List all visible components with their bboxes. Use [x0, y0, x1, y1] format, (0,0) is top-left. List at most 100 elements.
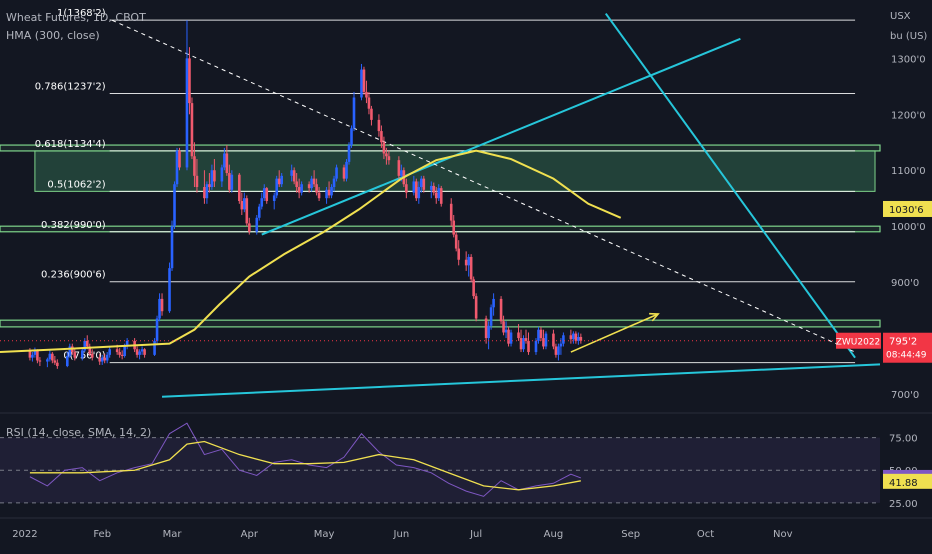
x-tick-label: Apr [241, 529, 259, 540]
zone-band [0, 144, 881, 152]
candle-body [48, 353, 52, 360]
candle [48, 350, 52, 362]
candle [173, 181, 176, 229]
candle [405, 178, 408, 199]
candle [307, 181, 311, 193]
candle-body [330, 187, 333, 196]
candle-body [115, 349, 119, 353]
candle [362, 66, 366, 95]
candle-body [280, 175, 283, 185]
candle-body [487, 325, 490, 339]
candle [317, 187, 321, 202]
candle-layer [28, 20, 583, 369]
candle [262, 184, 266, 202]
arrow-head [649, 312, 660, 322]
candle [542, 329, 545, 350]
candle [225, 145, 229, 176]
candle [108, 346, 111, 358]
candle-body [434, 192, 438, 199]
candle [452, 214, 456, 238]
candle-body [327, 189, 331, 196]
candle-body [135, 349, 139, 355]
candle [422, 175, 426, 193]
candle-body [524, 338, 528, 341]
candle-body [190, 103, 194, 157]
candle-body [352, 97, 356, 129]
rsi-indicator-label[interactable]: RSI (14, close, SMA, 14, 2) [6, 426, 151, 439]
candle [420, 175, 423, 193]
candle [247, 217, 251, 235]
candle [88, 343, 92, 356]
candle [135, 346, 139, 358]
candle-body [422, 178, 426, 190]
candle-body [170, 226, 174, 269]
candle-body [225, 153, 229, 174]
candle [120, 350, 124, 360]
candle-body [160, 298, 164, 312]
candle [367, 91, 371, 115]
candle-body [370, 108, 373, 120]
x-tick-label: Feb [93, 529, 111, 540]
candle-body [210, 170, 214, 188]
candle-body [437, 188, 441, 199]
candle-body [138, 351, 141, 355]
candle [100, 354, 104, 365]
candle [66, 352, 69, 368]
candle-body [405, 184, 408, 193]
candle [185, 20, 189, 171]
candle [350, 125, 353, 148]
candle-body [572, 333, 575, 340]
hma-price-badge [883, 200, 932, 217]
candle [280, 173, 283, 188]
hma-layer [0, 149, 880, 354]
candle-body [362, 69, 366, 92]
y-tick-label: 900'0 [891, 278, 919, 289]
candle [524, 329, 528, 344]
symbol-badge [836, 332, 881, 349]
candle [552, 329, 555, 350]
candle-body [347, 145, 351, 162]
candle-body [554, 346, 558, 355]
candle [385, 147, 388, 165]
candle [208, 173, 211, 193]
candle [277, 170, 281, 188]
fib-label: 0(756'0) [63, 351, 105, 362]
candle-body [46, 359, 49, 362]
candle [300, 181, 303, 196]
candle-body [342, 167, 346, 179]
candle-body [537, 329, 540, 341]
indicator-label[interactable]: HMA (300, close) [6, 29, 100, 42]
currency-label: USX [890, 11, 911, 22]
candle-body [412, 181, 416, 193]
x-tick-label: 2022 [12, 529, 37, 540]
hma-line [0, 149, 622, 354]
candle [464, 251, 468, 271]
candle [153, 338, 156, 356]
candle [335, 164, 338, 182]
candle [554, 343, 558, 358]
x-tick-label: Aug [544, 529, 564, 540]
candle [105, 352, 109, 364]
candle-body [31, 354, 34, 358]
symbol-title: Wheat Futures, 1D, CBOT [6, 11, 146, 24]
hma-price-text: 1030'6 [889, 205, 924, 216]
candle-body [223, 153, 226, 168]
candle-body [100, 357, 104, 362]
trendline [261, 37, 741, 236]
candle-body [230, 174, 234, 190]
candle [377, 114, 381, 137]
candle-body [297, 187, 301, 193]
candle [449, 198, 453, 227]
candle [574, 331, 578, 344]
candle [527, 332, 530, 355]
candle-body [178, 150, 181, 168]
candle [370, 105, 373, 126]
candle-body [68, 346, 72, 356]
candle [265, 187, 269, 204]
candle-body [105, 354, 109, 361]
candle [195, 159, 199, 193]
candle-body [499, 298, 503, 322]
